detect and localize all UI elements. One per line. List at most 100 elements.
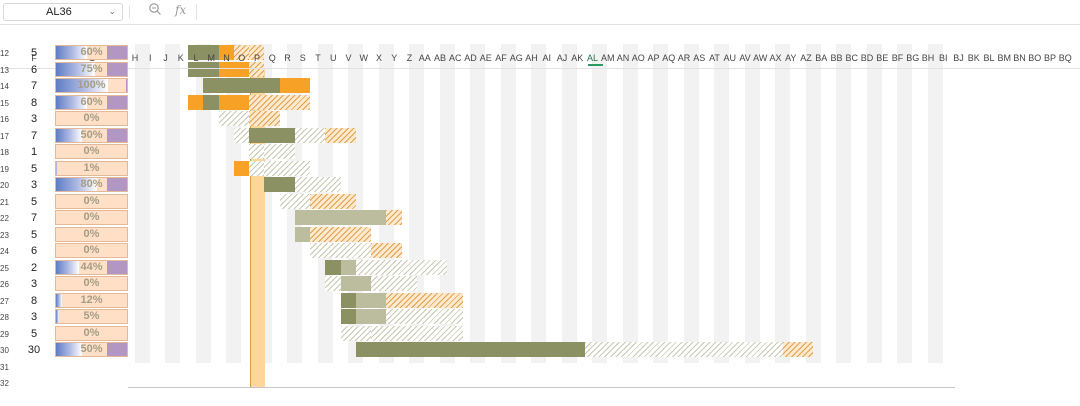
- duration-cell[interactable]: 5: [30, 327, 38, 340]
- progress-cell[interactable]: 60%: [55, 94, 128, 110]
- row-header-25[interactable]: 25: [0, 263, 9, 273]
- zoom-search-icon[interactable]: [148, 2, 164, 18]
- duration-cell[interactable]: 3: [30, 113, 38, 125]
- column-header-bd[interactable]: BD: [860, 53, 874, 63]
- duration-cell[interactable]: 3: [30, 278, 38, 290]
- row-header-28[interactable]: 28: [0, 313, 9, 322]
- column-header-bb[interactable]: BB: [830, 53, 843, 63]
- row-header-31[interactable]: 31: [0, 362, 9, 372]
- duration-cell[interactable]: 7: [30, 129, 38, 142]
- progress-cell[interactable]: 0%: [55, 111, 128, 126]
- row-header-30[interactable]: 30: [0, 346, 9, 355]
- row-header-16[interactable]: 16: [0, 115, 9, 124]
- column-header-ad[interactable]: AD: [464, 53, 477, 63]
- row-header-15[interactable]: 15: [0, 98, 9, 108]
- column-header-bq[interactable]: BQ: [1058, 53, 1072, 63]
- column-header-ax[interactable]: AX: [769, 53, 782, 63]
- column-header-bi[interactable]: BI: [938, 53, 948, 63]
- column-header-ac[interactable]: AC: [448, 53, 462, 63]
- duration-cell[interactable]: 6: [30, 63, 38, 76]
- row-header-20[interactable]: 20: [0, 181, 9, 190]
- row-header-19[interactable]: 19: [0, 164, 9, 174]
- progress-cell[interactable]: 1%: [55, 160, 128, 176]
- duration-cell[interactable]: 7: [30, 212, 38, 224]
- column-header-aw[interactable]: AW: [753, 53, 768, 63]
- duration-cell[interactable]: 8: [30, 96, 38, 109]
- column-header-p[interactable]: P: [253, 53, 260, 63]
- column-header-ay[interactable]: AY: [785, 53, 797, 63]
- column-header-aq[interactable]: AQ: [662, 53, 676, 63]
- duration-cell[interactable]: [14, 376, 54, 391]
- formula-input[interactable]: [196, 4, 1067, 20]
- progress-cell[interactable]: 0%: [55, 210, 128, 225]
- row-header-26[interactable]: 26: [0, 280, 9, 289]
- column-header-h[interactable]: H: [131, 53, 139, 63]
- column-header-j[interactable]: J: [163, 53, 168, 63]
- column-header-ar[interactable]: AR: [677, 53, 691, 63]
- column-header-ba[interactable]: BA: [815, 53, 828, 63]
- column-header-x[interactable]: X: [375, 53, 382, 63]
- column-header-av[interactable]: AV: [739, 53, 751, 63]
- column-header-n[interactable]: N: [223, 53, 230, 63]
- column-header-i[interactable]: I: [148, 53, 152, 63]
- row-header-22[interactable]: 22: [0, 214, 9, 223]
- column-header-ag[interactable]: AG: [509, 53, 523, 63]
- duration-cell[interactable]: 8: [30, 294, 38, 307]
- duration-cell[interactable]: 7: [30, 80, 38, 92]
- row-header-13[interactable]: 13: [0, 65, 9, 75]
- column-header-bl[interactable]: BL: [983, 53, 995, 63]
- progress-cell[interactable]: 50%: [55, 342, 128, 357]
- duration-cell[interactable]: 3: [30, 311, 38, 323]
- duration-cell[interactable]: 2: [30, 261, 38, 274]
- column-header-bj[interactable]: BJ: [953, 53, 964, 63]
- duration-cell[interactable]: 5: [30, 228, 38, 241]
- column-header-w[interactable]: W: [359, 53, 369, 63]
- row-header-17[interactable]: 17: [0, 131, 9, 141]
- column-header-ah[interactable]: AH: [525, 53, 538, 63]
- column-header-bk[interactable]: BK: [967, 53, 980, 63]
- column-header-ab[interactable]: AB: [433, 53, 446, 63]
- duration-cell[interactable]: 1: [30, 146, 38, 158]
- progress-cell[interactable]: 5%: [55, 309, 128, 324]
- duration-cell[interactable]: 30: [27, 344, 41, 356]
- spreadsheet-grid[interactable]: FGHIJKLMNOPQRSTUVWXYZAAABACADAEAFAGAHAIA…: [0, 24, 1080, 406]
- row-header-29[interactable]: 29: [0, 329, 9, 339]
- column-header-be[interactable]: BE: [876, 53, 889, 63]
- column-header-m[interactable]: M: [207, 53, 216, 63]
- column-header-bg[interactable]: BG: [906, 53, 920, 63]
- row-header-32[interactable]: 32: [0, 379, 9, 388]
- column-header-bh[interactable]: BH: [921, 53, 935, 63]
- chevron-down-icon[interactable]: ⌄: [108, 6, 116, 16]
- column-header-af[interactable]: AF: [495, 53, 507, 63]
- row-header-18[interactable]: 18: [0, 148, 9, 157]
- column-header-y[interactable]: Y: [391, 53, 398, 63]
- duration-cell[interactable]: [14, 360, 54, 375]
- column-header-t[interactable]: T: [315, 53, 321, 63]
- column-header-o[interactable]: O: [238, 53, 246, 63]
- duration-cell[interactable]: 6: [30, 245, 38, 257]
- progress-cell[interactable]: 80%: [55, 177, 128, 192]
- row-header-14[interactable]: 14: [0, 82, 9, 91]
- column-header-bm[interactable]: BM: [997, 53, 1012, 63]
- progress-cell[interactable]: 100%: [55, 78, 128, 93]
- progress-cell[interactable]: 0%: [55, 276, 128, 291]
- duration-cell[interactable]: 5: [30, 47, 38, 59]
- progress-cell[interactable]: 0%: [55, 243, 128, 258]
- column-header-an[interactable]: AN: [616, 53, 630, 63]
- column-header-z[interactable]: Z: [406, 53, 413, 63]
- column-header-s[interactable]: S: [299, 53, 306, 63]
- column-header-ao[interactable]: AO: [631, 53, 645, 63]
- column-header-at[interactable]: AT: [709, 53, 720, 63]
- column-header-az[interactable]: AZ: [800, 53, 812, 63]
- column-header-u[interactable]: U: [330, 53, 337, 63]
- row-header-24[interactable]: 24: [0, 247, 9, 256]
- progress-cell[interactable]: 0%: [55, 193, 128, 209]
- column-header-bf[interactable]: BF: [891, 53, 904, 63]
- progress-cell[interactable]: 0%: [55, 144, 128, 159]
- column-header-al[interactable]: AL: [586, 53, 598, 63]
- fx-icon[interactable]: fx: [175, 3, 187, 17]
- progress-cell[interactable]: 75%: [55, 61, 128, 77]
- row-header-27[interactable]: 27: [0, 296, 9, 306]
- column-header-ai[interactable]: AI: [542, 53, 551, 63]
- progress-cell[interactable]: 50%: [55, 127, 128, 143]
